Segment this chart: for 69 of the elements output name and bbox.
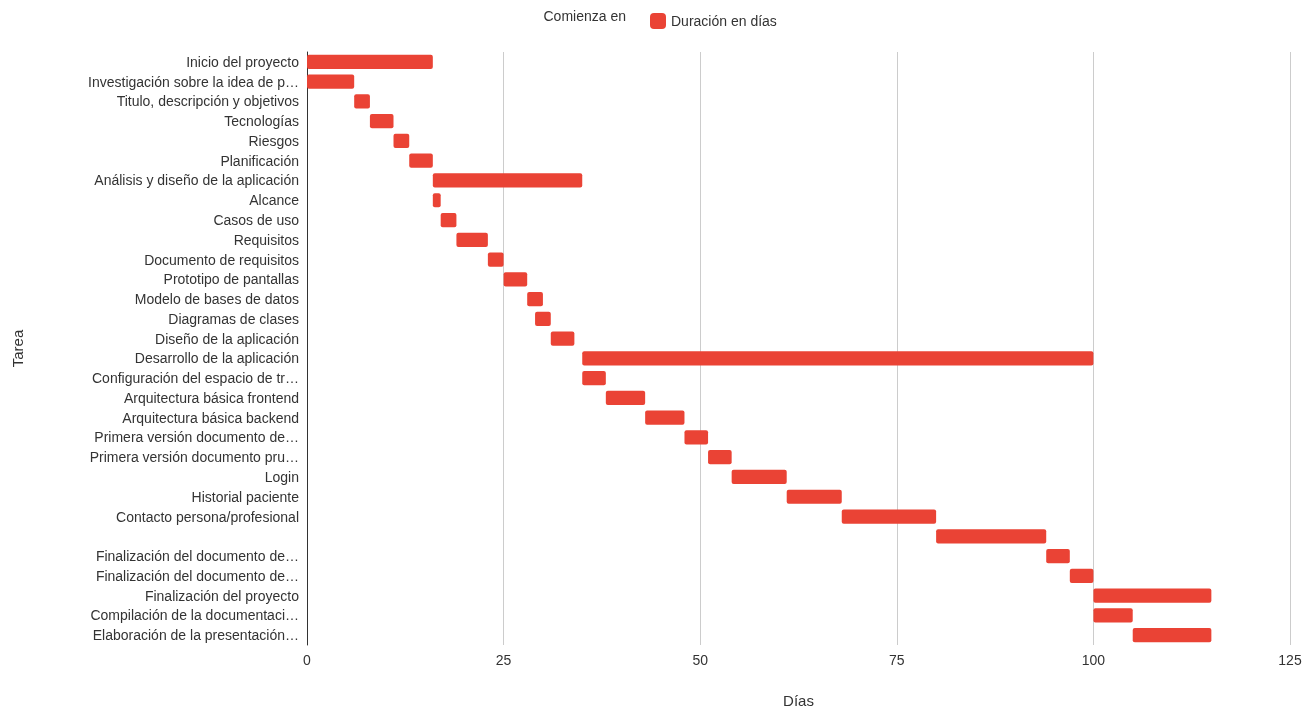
y-tick-label: Modelo de bases de datos [134, 291, 299, 308]
y-tick-label: Desarrollo de la aplicación [134, 350, 299, 367]
bar [936, 529, 1047, 544]
y-tick-label: Configuración del espacio de tr… [91, 370, 299, 387]
y-tick-label: Arquitectura básica frontend [123, 389, 299, 406]
bar [550, 331, 575, 346]
y-tick-label: Contacto persona/profesional [116, 508, 299, 525]
bar [432, 193, 441, 208]
bar [535, 311, 551, 326]
y-tick-label: Alcance [249, 192, 300, 209]
y-tick-label: Casos de uso [213, 212, 300, 229]
bar [369, 114, 394, 129]
y-tick-label: Investigación sobre la idea de p… [88, 73, 299, 90]
y-tick-label: Documento de requisitos [144, 251, 299, 268]
bar [645, 410, 685, 425]
y-tick-label: Titulo, descripción y objetivos [116, 93, 299, 110]
bar [684, 430, 709, 445]
y-axis-title: Tarea [9, 329, 26, 368]
y-tick-label: Primera versión documento de… [94, 429, 299, 446]
y-tick-label: Login [264, 468, 299, 485]
bar [1069, 568, 1094, 583]
y-tick-label: Finalización del proyecto [144, 587, 300, 604]
legend-label: Duración en días [671, 13, 777, 29]
y-tick-label: Riesgos [248, 132, 299, 149]
x-tick-label: 100 [1081, 652, 1106, 668]
y-tick-label: Historial paciente [191, 488, 300, 505]
y-tick-label: Elaboración de la presentación… [92, 627, 299, 644]
y-tick-label: Diagramas de clases [168, 310, 299, 327]
bar [582, 351, 1094, 366]
x-tick-label: 50 [692, 652, 709, 668]
y-tick-label: Prototipo de pantallas [163, 271, 299, 288]
bar [456, 232, 488, 247]
bar [605, 390, 646, 406]
bar [786, 489, 842, 504]
bar [307, 74, 355, 89]
y-tick-label: Finalización del documento de… [95, 567, 299, 584]
bar [1046, 548, 1070, 564]
bar [440, 212, 457, 228]
legend-title: Comienza en [543, 8, 627, 24]
y-tick-label: Compilación de la documentaci… [90, 607, 299, 624]
y-tick-label: Inicio del proyecto [186, 53, 300, 70]
bar [354, 94, 370, 109]
y-tick-label: Diseño de la aplicación [155, 330, 299, 347]
y-tick-label: Planificación [220, 152, 299, 169]
y-tick-label: Primera versión documento pru… [89, 449, 299, 466]
bar [503, 272, 528, 287]
y-tick-label: Finalización del documento de… [95, 548, 299, 565]
y-tick-label: Análisis y diseño de la aplicación [94, 172, 299, 189]
bar [841, 509, 937, 524]
y-tick-label: Tecnologías [224, 113, 299, 130]
y-tick-label: Arquitectura básica backend [122, 409, 299, 426]
x-tick-label: 75 [889, 652, 905, 668]
bar [731, 469, 787, 485]
bar [432, 173, 583, 188]
bar [307, 54, 433, 69]
x-tick-label: 125 [1278, 652, 1302, 668]
bar [527, 291, 543, 307]
bar [1093, 608, 1133, 623]
bar [393, 133, 410, 149]
bar [582, 371, 606, 386]
bar [409, 153, 433, 168]
y-tick-label: Requisitos [233, 231, 299, 248]
x-tick-label: 0 [303, 652, 312, 668]
x-tick-label: 25 [495, 652, 512, 668]
bar [487, 252, 504, 267]
bar [1093, 588, 1212, 603]
bar [708, 450, 732, 465]
x-axis-title: Días [783, 692, 814, 709]
bar [1132, 628, 1212, 643]
